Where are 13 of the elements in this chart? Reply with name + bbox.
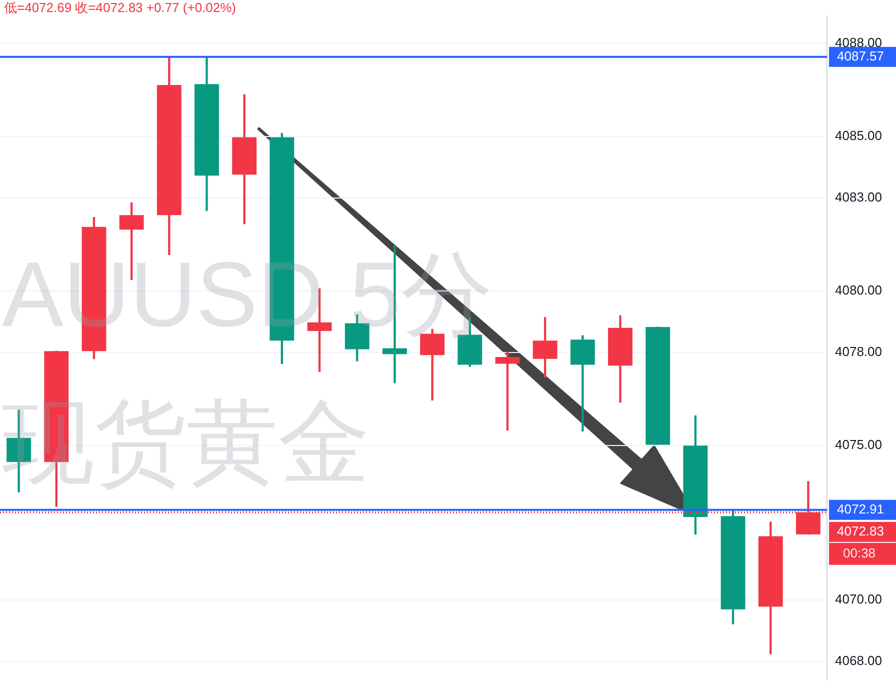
y-tick-label: 4080.00: [835, 282, 882, 298]
y-tick-label: 4083.00: [835, 190, 882, 205]
ref-line-label: 4072.91: [837, 502, 884, 517]
ref-line-label: 4087.57: [837, 48, 884, 64]
y-tick-label: 4075.00: [835, 436, 882, 452]
text: 00:38: [843, 546, 876, 561]
y-tick-label: 4078.00: [835, 344, 882, 360]
y-tick-label: 4085.00: [835, 128, 882, 143]
y-tick-label: 4068.00: [835, 653, 882, 668]
ref-line-label: 4072.83: [837, 524, 884, 539]
chart-subtitle: 低=4072.69 收=4072.83 +0.77 (+0.02%): [4, 0, 236, 16]
y-tick-label: 4070.00: [835, 591, 882, 606]
y-tick-label: 4088.00: [835, 35, 882, 50]
